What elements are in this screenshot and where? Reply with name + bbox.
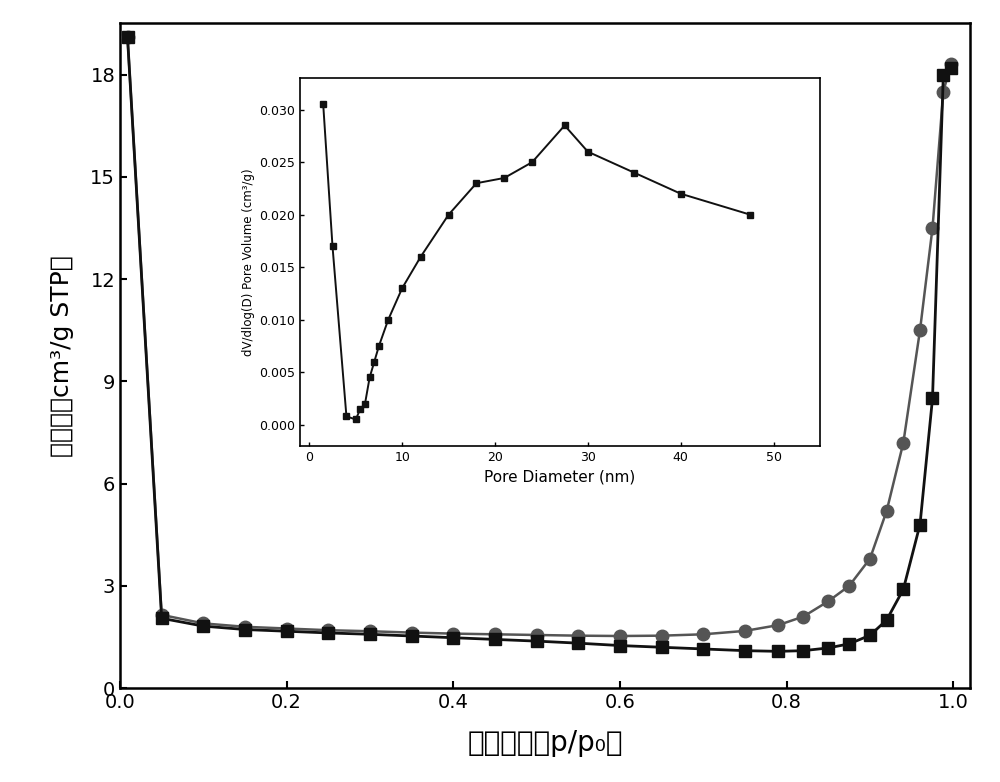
- Y-axis label: 吸附量（cm³/g STP）: 吸附量（cm³/g STP）: [50, 255, 74, 457]
- X-axis label: Pore Diameter (nm): Pore Diameter (nm): [484, 469, 636, 484]
- X-axis label: 相对压力（p/p₀）: 相对压力（p/p₀）: [467, 729, 623, 757]
- Y-axis label: dV/dlog(D) Pore Volume (cm³/g): dV/dlog(D) Pore Volume (cm³/g): [242, 168, 255, 356]
